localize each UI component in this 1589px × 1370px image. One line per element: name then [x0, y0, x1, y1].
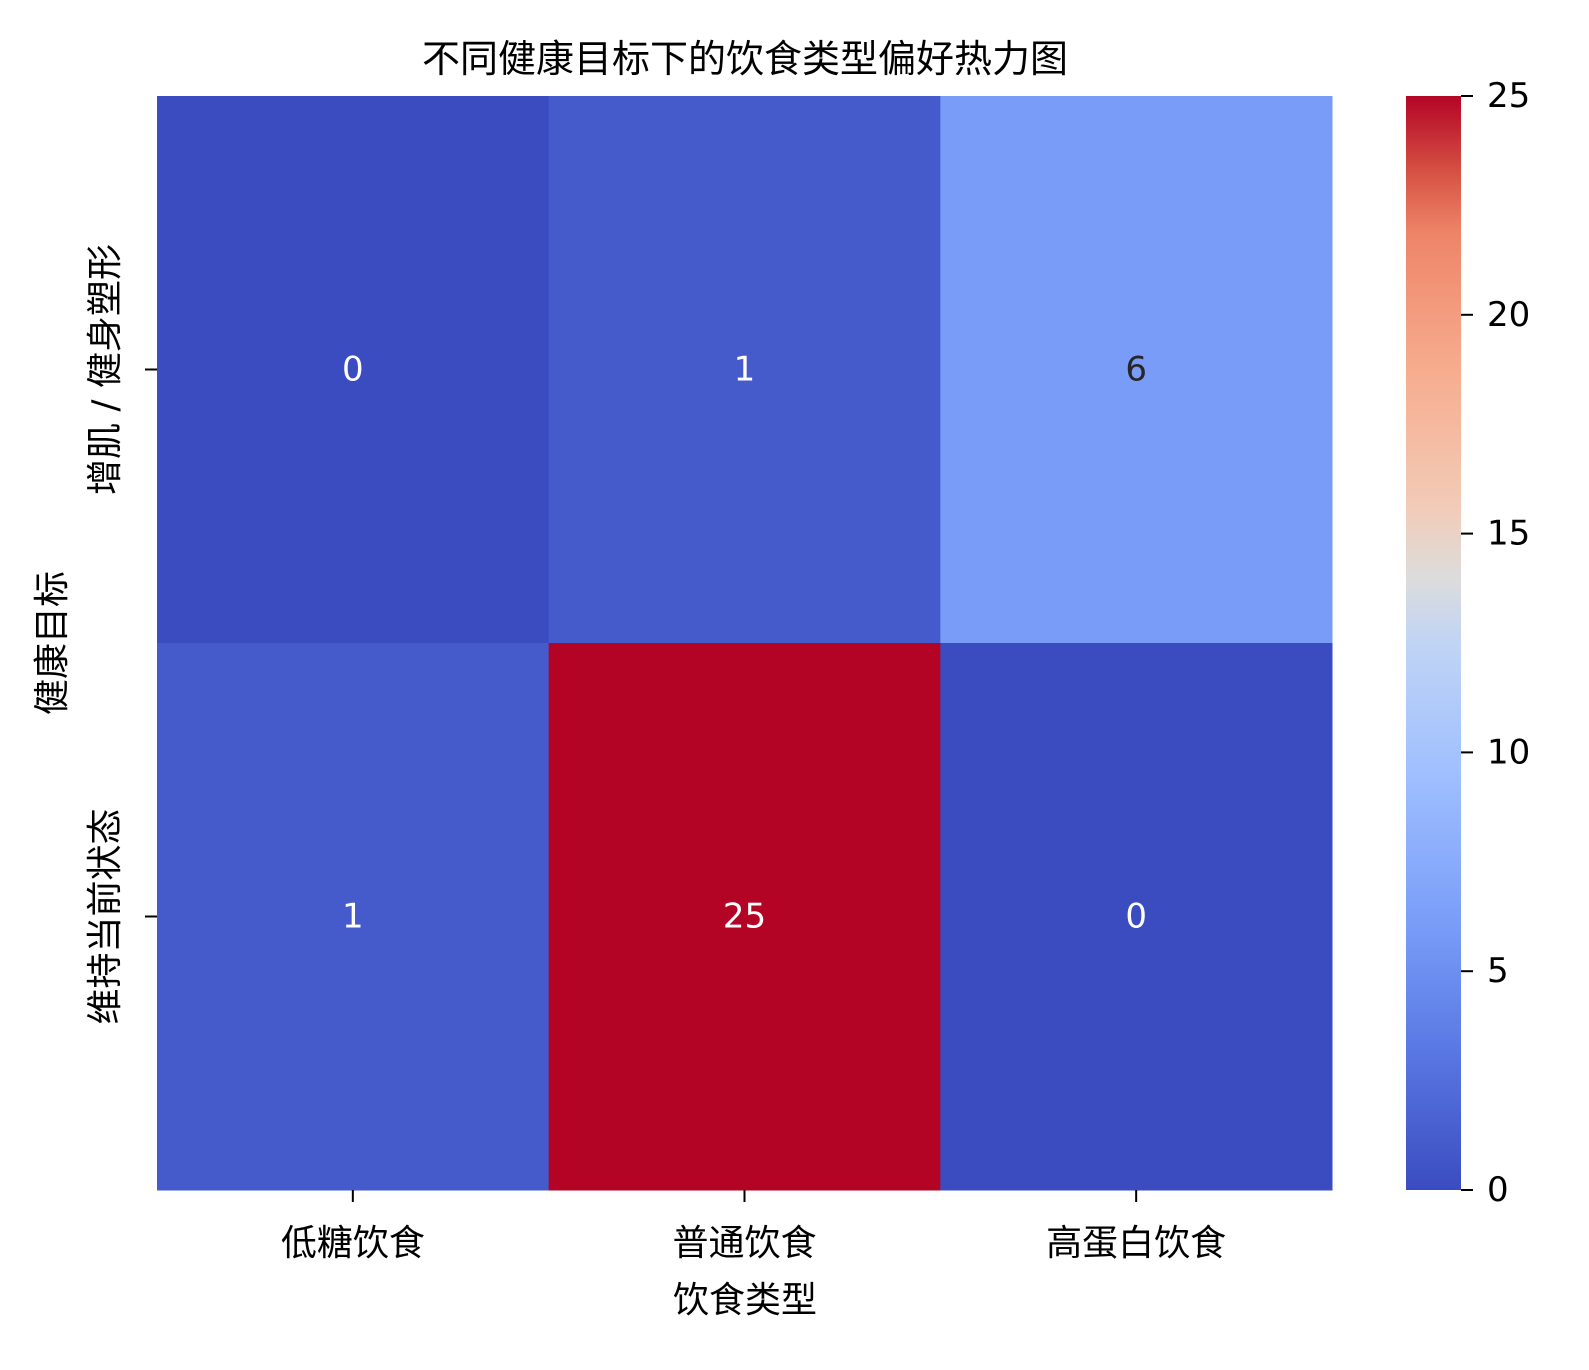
- colorbar-tick-label: 10: [1487, 732, 1530, 772]
- heatmap-cell: [548, 96, 941, 644]
- colorbar-tick-label: 15: [1487, 514, 1530, 554]
- heatmap-cell-labels: 0 1 6 1 25 0: [342, 350, 1147, 937]
- cell-value-label: 6: [1125, 350, 1147, 390]
- x-tick-label: 普通饮食: [672, 1223, 816, 1264]
- heatmap-cell: [157, 96, 550, 644]
- heatmap-cells: [157, 96, 1333, 1191]
- heatmap-cell: [940, 643, 1333, 1191]
- x-axis: 低糖饮食 普通饮食 高蛋白饮食: [281, 1190, 1226, 1264]
- y-tick-label: 维持当前状态: [85, 808, 126, 1024]
- x-tick-label: 低糖饮食: [281, 1223, 425, 1264]
- x-tick-label: 高蛋白饮食: [1046, 1223, 1226, 1264]
- cell-value-label: 0: [1125, 897, 1147, 937]
- y-axis-label: 健康目标: [32, 571, 73, 715]
- heatmap-cell: [548, 643, 941, 1191]
- colorbar-ticks: 0 5 10 15 20 25: [1461, 76, 1530, 1210]
- cell-value-label: 0: [342, 350, 364, 390]
- x-axis-label: 饮食类型: [673, 1280, 817, 1321]
- colorbar-tick-label: 5: [1487, 951, 1509, 991]
- cell-value-label: 1: [342, 897, 364, 937]
- colorbar: [1406, 96, 1461, 1190]
- heatmap-cell: [157, 643, 550, 1191]
- heatmap-cell: [940, 96, 1333, 644]
- cell-value-label: 25: [723, 897, 766, 937]
- colorbar-tick-label: 20: [1487, 295, 1530, 335]
- cell-value-label: 1: [734, 350, 756, 390]
- chart-title: 不同健康目标下的饮食类型偏好热力图: [422, 37, 1068, 81]
- colorbar-tick-label: 0: [1487, 1170, 1509, 1210]
- colorbar-tick-label: 25: [1487, 76, 1530, 116]
- y-tick-label: 增肌 / 健身塑形: [85, 244, 126, 495]
